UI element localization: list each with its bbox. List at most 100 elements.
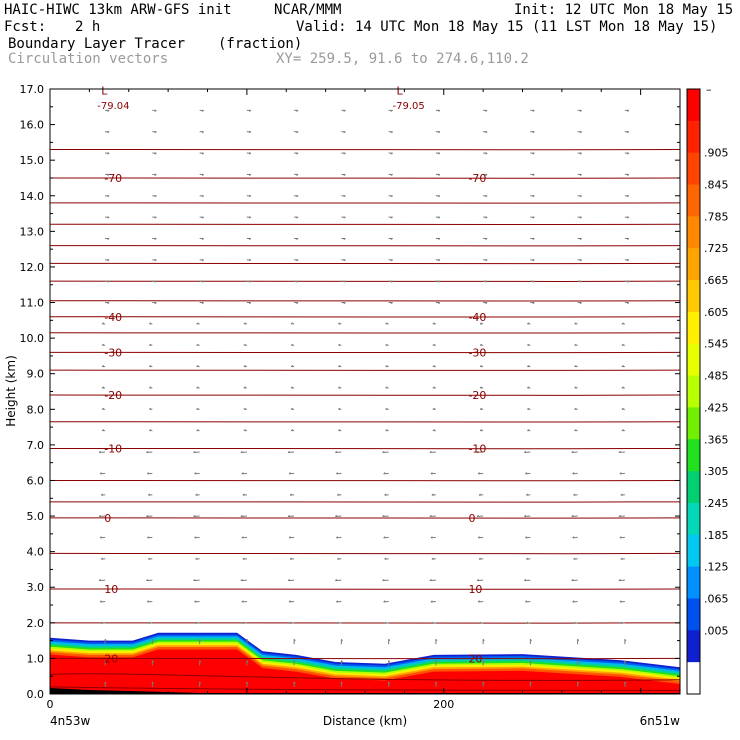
wind-vector-head	[288, 600, 291, 603]
contour-line	[50, 148, 680, 151]
wind-vector-head	[619, 536, 622, 539]
contour-label: -40	[468, 311, 486, 324]
wind-vector-head	[101, 343, 105, 346]
wind-vector-head	[335, 450, 338, 453]
wind-vector-head	[194, 536, 197, 539]
low-symbol: L	[101, 84, 108, 97]
wind-vector-head	[388, 660, 391, 663]
wind-vector-head	[390, 216, 393, 219]
wind-vector-head	[337, 557, 340, 560]
wind-vector-head	[385, 429, 388, 432]
wind-vector-head	[573, 557, 576, 560]
wind-vector-head	[476, 514, 479, 517]
wind-vector-head	[243, 429, 246, 432]
wind-vector-head	[293, 660, 296, 663]
wind-vector-head	[193, 514, 196, 517]
y-tick-label: 15.0	[20, 154, 45, 167]
wind-vector	[382, 515, 389, 518]
wind-vector-head	[147, 600, 150, 603]
wind-vector-head	[532, 280, 535, 283]
wind-vector-head	[194, 472, 197, 475]
wind-vector-head	[289, 493, 292, 496]
wind-vector-head	[199, 660, 202, 663]
wind-vector-head	[338, 429, 341, 432]
org-label: NCAR/MMM	[274, 2, 342, 18]
wind-vector-head	[574, 343, 577, 346]
wind-vector-head	[579, 302, 582, 305]
wind-vector	[382, 451, 389, 453]
wind-vector-head	[154, 195, 157, 198]
tracer-field	[50, 632, 680, 694]
wind-vector-head	[104, 638, 107, 642]
wind-vector-head	[246, 638, 249, 642]
x-tick-label: 200	[433, 698, 454, 711]
wind-vector-head	[289, 621, 292, 624]
wind-vector-head	[429, 514, 432, 517]
wind-vector-head	[290, 429, 294, 432]
wind-vector-head	[240, 514, 243, 517]
wind-vector-head	[343, 216, 346, 219]
wind-vector-head	[482, 638, 485, 642]
y-tick-label: 5.0	[27, 510, 45, 523]
contour-line	[50, 315, 680, 318]
wind-vector-head	[437, 302, 441, 305]
wind-vector-head	[248, 280, 252, 283]
colorbar-swatch	[687, 152, 700, 186]
contour-label: -30	[104, 346, 122, 359]
wind-vector-head	[100, 621, 103, 624]
wind-vector-head	[107, 280, 110, 283]
contour-label: -20	[468, 389, 486, 402]
y-tick-label: 0.0	[27, 688, 45, 701]
wind-vector-head	[196, 343, 199, 346]
wind-vector-head	[390, 302, 393, 305]
wind-vector-head	[343, 195, 346, 198]
colorbar-label: .725	[704, 242, 729, 255]
wind-vector-head	[388, 638, 391, 642]
wind-vector-head	[149, 322, 152, 325]
wind-vector	[477, 579, 484, 582]
wind-vector-head	[532, 216, 535, 219]
wind-vector-head	[476, 578, 479, 582]
wind-vector-head	[196, 407, 199, 410]
wind-vector-head	[199, 638, 202, 642]
wind-vector-head	[147, 472, 150, 475]
y-tick-label: 10.0	[20, 332, 45, 345]
wind-vector-head	[287, 450, 290, 453]
wind-vector-head	[477, 472, 480, 475]
contour-line	[50, 447, 680, 450]
colorbar-swatch	[687, 598, 700, 631]
wind-vector-head	[430, 472, 433, 475]
model-title: HAIC-HIWC 13km ARW-GFS init	[4, 2, 232, 18]
wind-vector-head	[571, 514, 574, 517]
wind-vector	[429, 579, 436, 582]
wind-vector-head	[293, 681, 296, 684]
contour-line	[50, 588, 680, 590]
wind-vector-head	[243, 343, 246, 346]
wind-vector-head	[626, 238, 630, 241]
wind-vector-head	[195, 557, 198, 560]
wind-vector-head	[618, 514, 621, 517]
wind-vector	[429, 451, 436, 453]
wind-vector-head	[296, 259, 299, 262]
wind-vector-head	[383, 600, 386, 603]
wind-vector-head	[579, 238, 582, 241]
contour-label: -10	[104, 442, 122, 455]
wind-vector-head	[579, 259, 582, 262]
wind-vector-head	[101, 407, 105, 410]
wind-vector-head	[527, 343, 530, 346]
wind-vector-head	[338, 343, 341, 346]
wind-vector-head	[571, 450, 574, 453]
wind-vector-head	[104, 681, 107, 684]
wind-vector-head	[429, 450, 432, 453]
wind-vector-head	[527, 386, 530, 389]
wind-vector-head	[390, 152, 393, 155]
wind-vector	[193, 579, 200, 582]
wind-vector	[146, 451, 153, 453]
wind-vector-head	[242, 621, 245, 624]
contour-line	[50, 517, 680, 519]
wind-vector-head	[574, 365, 577, 368]
wind-vector-head	[621, 386, 624, 389]
wind-vector-head	[201, 152, 204, 155]
wind-vector-head	[343, 109, 346, 112]
wind-vector-head	[343, 280, 346, 283]
